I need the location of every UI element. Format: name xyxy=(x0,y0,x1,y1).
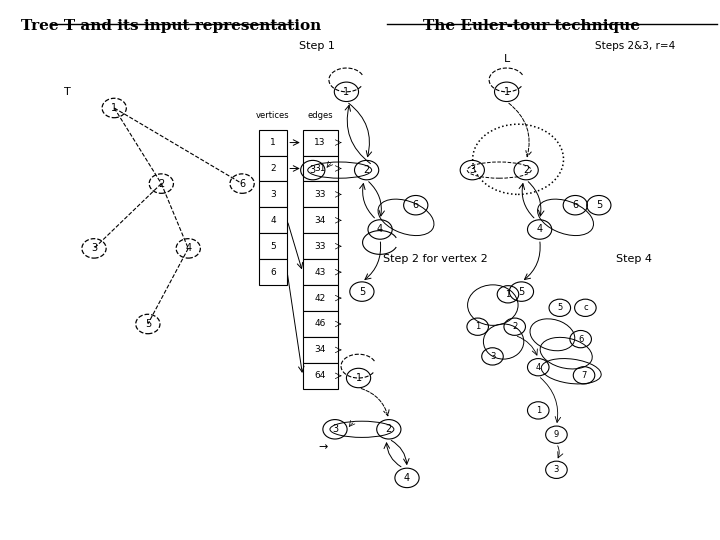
Text: L: L xyxy=(503,54,510,64)
Bar xyxy=(302,181,338,207)
Bar xyxy=(259,259,287,285)
Bar xyxy=(302,363,338,389)
Text: 5: 5 xyxy=(595,200,602,210)
Text: 5: 5 xyxy=(557,303,562,312)
Text: Step 1: Step 1 xyxy=(300,40,336,51)
Bar xyxy=(259,207,287,233)
Text: 3: 3 xyxy=(490,352,495,361)
Bar xyxy=(302,337,338,363)
Text: 1: 1 xyxy=(343,87,349,97)
Bar xyxy=(259,156,287,181)
Bar xyxy=(259,130,287,156)
Bar xyxy=(302,130,338,156)
Text: →: → xyxy=(318,442,328,452)
Text: 1: 1 xyxy=(356,373,361,383)
Text: 3: 3 xyxy=(310,165,316,175)
Text: 34: 34 xyxy=(315,216,326,225)
Text: 33: 33 xyxy=(315,190,326,199)
Text: 2: 2 xyxy=(512,322,518,331)
Text: 1: 1 xyxy=(475,322,480,331)
Text: 33: 33 xyxy=(315,242,326,251)
Text: 2: 2 xyxy=(386,424,392,434)
Text: 3: 3 xyxy=(469,165,475,175)
Bar xyxy=(302,156,338,181)
Text: 6: 6 xyxy=(413,200,419,210)
Text: 3: 3 xyxy=(554,465,559,474)
Bar xyxy=(302,259,338,285)
Text: 2: 2 xyxy=(364,165,370,175)
Text: 5: 5 xyxy=(270,242,276,251)
Text: 13: 13 xyxy=(315,138,326,147)
Bar xyxy=(259,233,287,259)
Text: The Euler-tour technique: The Euler-tour technique xyxy=(423,19,640,33)
Text: 4: 4 xyxy=(185,244,192,253)
Text: 3: 3 xyxy=(332,424,338,434)
Text: 2: 2 xyxy=(270,164,276,173)
Text: edges: edges xyxy=(307,111,333,120)
Text: 7: 7 xyxy=(581,371,587,380)
Text: 5: 5 xyxy=(518,287,525,296)
Text: 1: 1 xyxy=(111,103,117,113)
Text: 6: 6 xyxy=(270,268,276,276)
Text: T: T xyxy=(64,87,71,97)
Text: 6: 6 xyxy=(572,200,578,210)
Text: 6: 6 xyxy=(239,179,245,188)
Bar xyxy=(302,285,338,311)
Text: 34: 34 xyxy=(315,346,326,354)
Text: 1: 1 xyxy=(270,138,276,147)
Text: 31: 31 xyxy=(315,164,326,173)
Text: 5: 5 xyxy=(359,287,365,296)
Text: 1: 1 xyxy=(503,87,510,97)
Text: 4: 4 xyxy=(536,363,541,372)
Text: 2: 2 xyxy=(523,165,529,175)
Text: 2: 2 xyxy=(158,179,164,188)
Text: 46: 46 xyxy=(315,320,326,328)
Text: 4: 4 xyxy=(536,225,543,234)
Text: 1: 1 xyxy=(505,290,510,299)
Text: Steps 2&3, r=4: Steps 2&3, r=4 xyxy=(595,40,676,51)
Text: 4: 4 xyxy=(270,216,276,225)
Text: 3: 3 xyxy=(91,244,97,253)
Text: vertices: vertices xyxy=(256,111,290,120)
Text: c: c xyxy=(583,303,588,312)
Text: 64: 64 xyxy=(315,372,326,380)
Text: 1: 1 xyxy=(536,406,541,415)
Text: 9: 9 xyxy=(554,430,559,439)
Text: 4: 4 xyxy=(404,473,410,483)
Text: 3: 3 xyxy=(270,190,276,199)
Bar xyxy=(302,233,338,259)
Bar xyxy=(302,207,338,233)
Text: Step 2 for vertex 2: Step 2 for vertex 2 xyxy=(384,254,488,264)
Text: 42: 42 xyxy=(315,294,326,302)
Text: 43: 43 xyxy=(315,268,326,276)
Text: 5: 5 xyxy=(145,319,151,329)
Bar xyxy=(302,311,338,337)
Text: 4: 4 xyxy=(377,225,383,234)
Bar xyxy=(259,181,287,207)
Text: Step 4: Step 4 xyxy=(616,254,652,264)
Text: 6: 6 xyxy=(578,335,583,343)
Text: Tree T and its input representation: Tree T and its input representation xyxy=(22,19,322,33)
